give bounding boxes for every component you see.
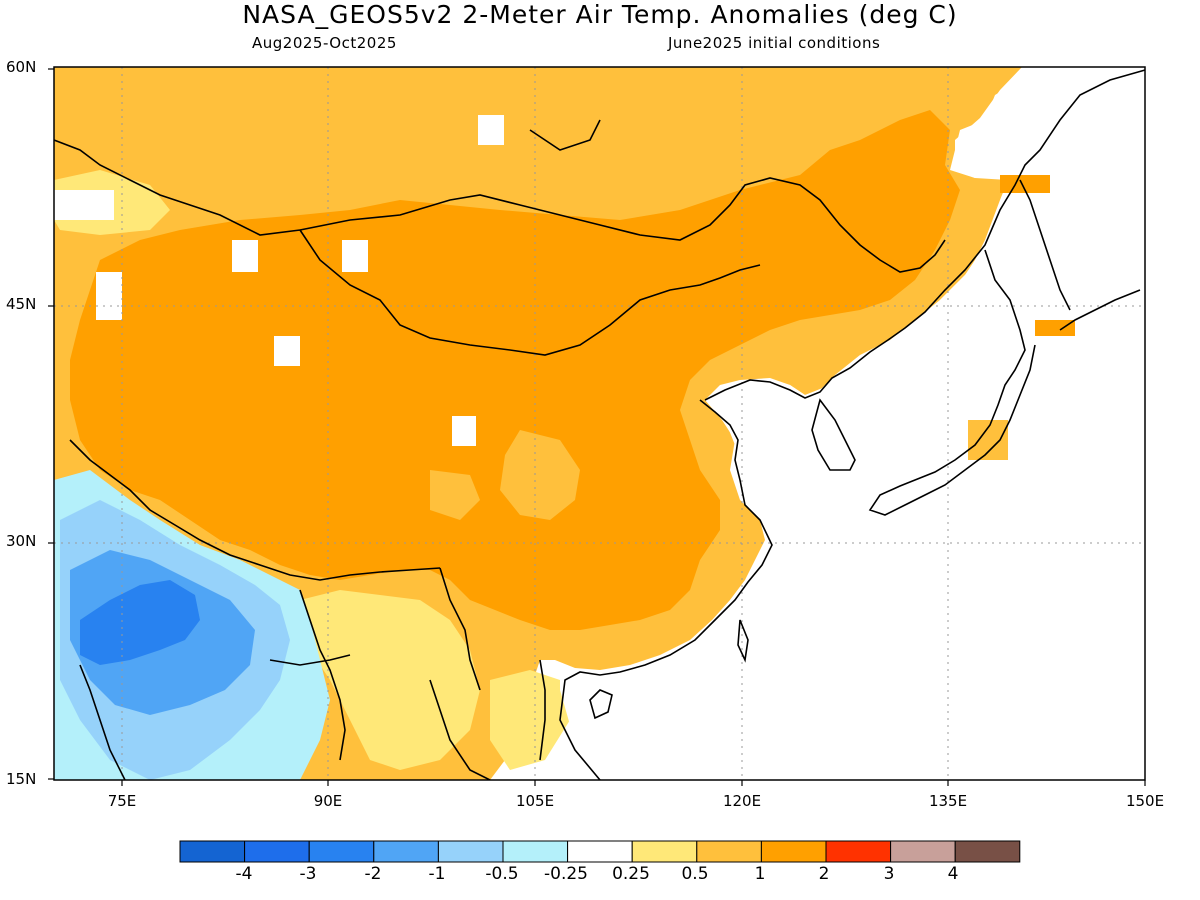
colorbar-label: -0.25: [544, 864, 588, 884]
colorbar-label: 3: [883, 864, 895, 884]
colorbar-swatch: [502, 840, 569, 863]
colorbar-label: -3: [299, 864, 317, 884]
lon-label-75e: 75E: [107, 792, 137, 810]
colorbar-swatch: [308, 840, 375, 863]
colorbar-label: 4: [947, 864, 959, 884]
anomaly-region-yellow-indochina: [490, 670, 570, 770]
lon-label-150e: 150E: [1125, 792, 1165, 810]
anomaly-region-orange: [70, 110, 960, 630]
colorbar-label: 2: [818, 864, 830, 884]
colorbar-label: 0.25: [612, 864, 650, 884]
initial-conditions: June2025 initial conditions: [668, 34, 881, 52]
lat-label-45n: 45N: [6, 295, 37, 313]
lat-label-60n: 60N: [6, 58, 37, 76]
forecast-period: Aug2025-Oct2025: [252, 34, 397, 52]
anomaly-region-strong-blue: [80, 580, 200, 665]
colorbar-swatch: [890, 840, 956, 863]
lat-label-30n: 30N: [6, 532, 37, 550]
colorbar-label: -0.5: [485, 864, 519, 884]
colorbar-swatch: [373, 840, 439, 863]
colorbar-label: -4: [235, 864, 253, 884]
colorbar: [179, 840, 1021, 863]
axis-ticks: [48, 68, 1146, 786]
colorbar-label: -1: [428, 864, 446, 884]
colorbar-swatch: [631, 840, 698, 863]
ocean-area: [560, 67, 1145, 780]
map-title: NASA_GEOS5v2 2-Meter Air Temp. Anomalies…: [242, 0, 958, 29]
lon-label-135e: 135E: [928, 792, 968, 810]
lon-label-90e: 90E: [313, 792, 343, 810]
map-frame: [53, 66, 1146, 781]
anomaly-region-yellow-south: [300, 590, 480, 770]
colorbar-swatch: [437, 840, 504, 863]
near-zero-patch: [232, 240, 258, 272]
anomaly-patch-light-orange: [500, 430, 580, 520]
colorbar-label: 1: [754, 864, 766, 884]
near-zero-patch: [274, 336, 300, 366]
colorbar-swatch: [567, 840, 633, 863]
lat-label-15n: 15N: [6, 770, 37, 788]
colorbar-swatch: [825, 840, 892, 863]
coastlines-and-borders: [54, 69, 1145, 780]
near-zero-patch: [54, 190, 114, 220]
japan-anomaly-patch: [1035, 320, 1075, 336]
colorbar-swatch: [696, 840, 762, 863]
near-zero-patch: [478, 115, 504, 145]
colorbar-swatch: [244, 840, 310, 863]
colorbar-swatch: [954, 840, 1021, 863]
colorbar-label: 0.5: [681, 864, 709, 884]
colorbar-label: -2: [364, 864, 382, 884]
anomaly-patch-light-orange-2: [430, 470, 480, 520]
near-zero-patch: [452, 416, 476, 446]
near-zero-patch: [342, 240, 368, 272]
lon-label-120e: 120E: [722, 792, 762, 810]
near-zero-patch: [96, 272, 122, 320]
japan-anomaly-patch: [968, 420, 1008, 460]
lon-label-105e: 105E: [515, 792, 555, 810]
colorbar-swatch: [760, 840, 827, 863]
colorbar-swatch: [179, 840, 246, 863]
